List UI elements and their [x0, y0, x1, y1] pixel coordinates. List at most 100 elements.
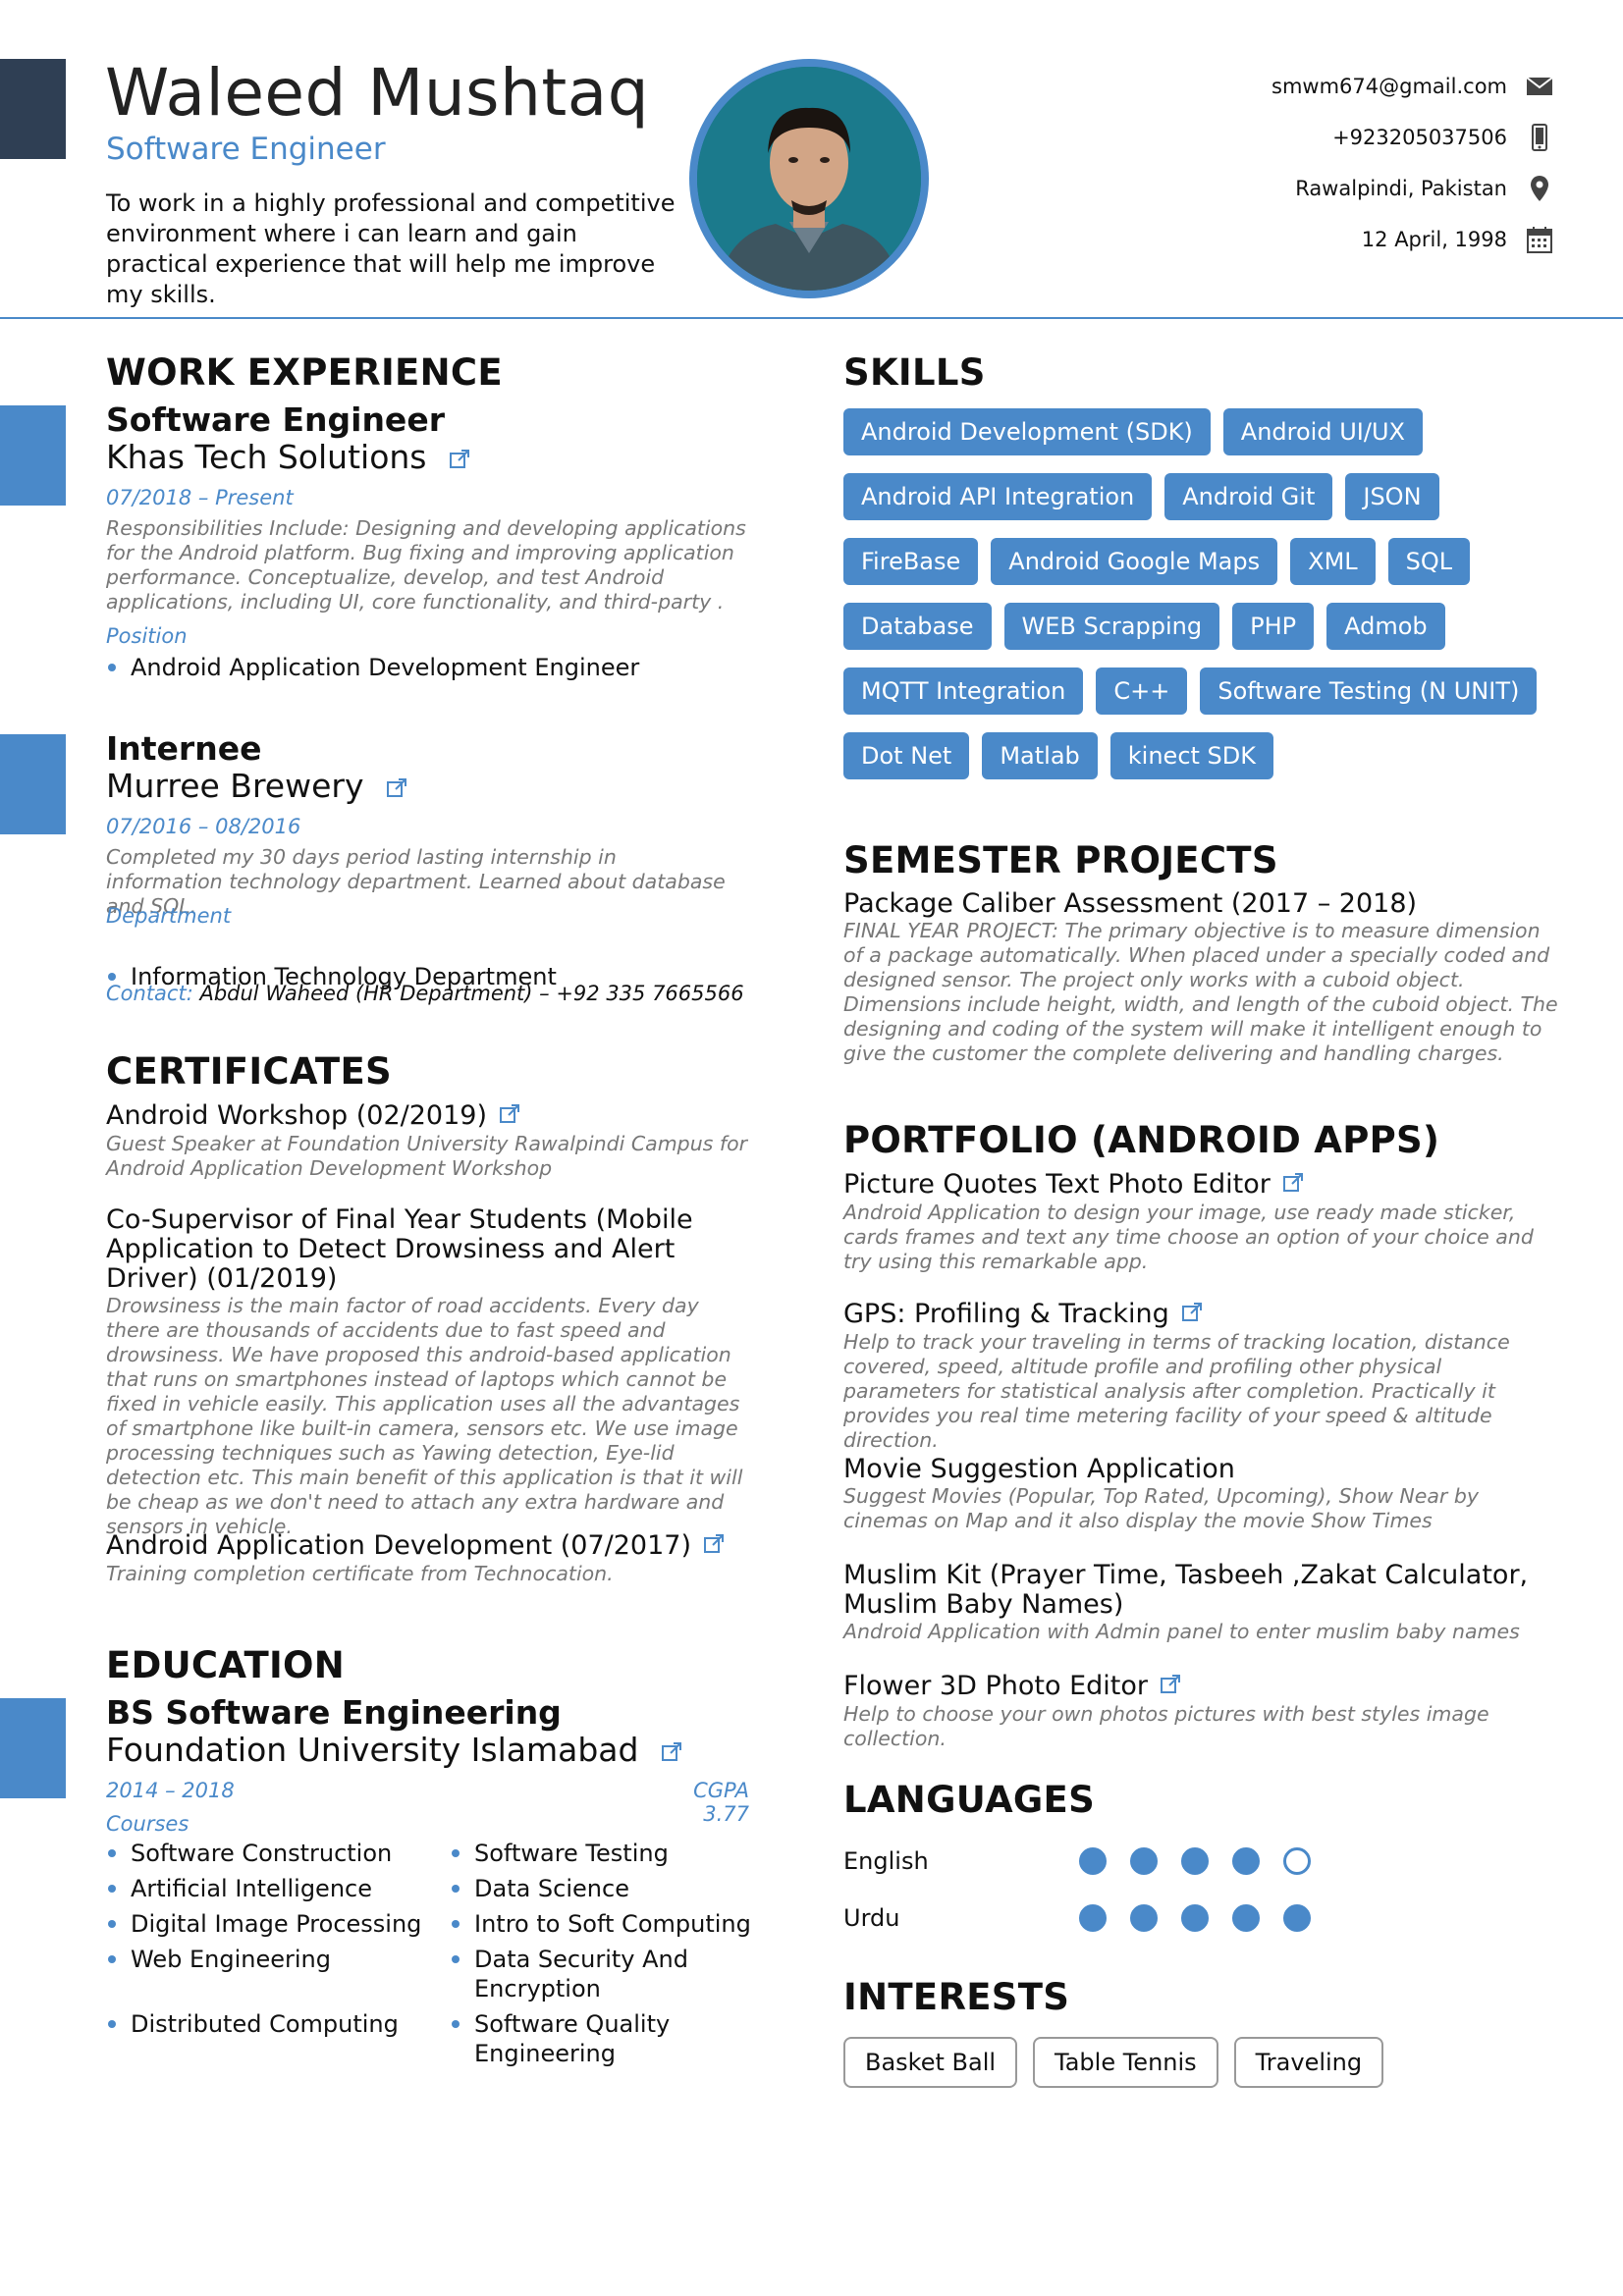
portfolio-title[interactable]: Flower 3D Photo Editor — [843, 1671, 1148, 1701]
candidate-role: Software Engineer — [106, 132, 386, 167]
phone-icon — [1525, 124, 1554, 151]
rating-dot-filled — [1079, 1847, 1107, 1875]
job-position: Software Engineer — [106, 400, 445, 439]
interests-list: Basket Ball Table Tennis Traveling — [843, 2037, 1399, 2088]
course-item: Software Quality Engineering — [450, 2009, 754, 2068]
portfolio-item: Movie Suggestion Application Suggest Mov… — [843, 1455, 1560, 1533]
location-pin-icon — [1525, 175, 1554, 202]
course-item: Distributed Computing — [106, 2009, 440, 2039]
company-name[interactable]: Khas Tech Solutions — [106, 438, 427, 476]
job-company[interactable]: Khas Tech Solutions — [106, 438, 470, 478]
course-item: Artificial Intelligence — [106, 1874, 440, 1903]
certificates-heading: CERTIFICATES — [106, 1050, 392, 1093]
job-dates: 07/2016 – 08/2016 — [106, 815, 301, 838]
courses-label: Courses — [106, 1812, 189, 1836]
school-name[interactable]: Foundation University Islamabad — [106, 1731, 639, 1769]
certificate-description: Training completion certificate from Tec… — [106, 1561, 614, 1585]
project-title: Package Caliber Assessment (2017 – 2018) — [843, 888, 1418, 919]
external-link-icon[interactable] — [499, 1102, 520, 1132]
external-link-icon[interactable] — [661, 1733, 682, 1771]
course-item: Digital Image Processing — [106, 1909, 440, 1939]
courses-right: Software Testing Data Science Intro to S… — [450, 1839, 754, 2068]
header-divider — [0, 317, 1623, 319]
skill-tag: kinect SDK — [1109, 732, 1274, 779]
degree-title: BS Software Engineering — [106, 1693, 562, 1732]
email-text[interactable]: smwm674@gmail.com — [1271, 75, 1507, 98]
skill-tag: Android Development (SDK) — [843, 408, 1211, 455]
header-accent-bar — [0, 59, 66, 159]
department-label: Department — [106, 904, 232, 928]
interests-heading: INTERESTS — [843, 1976, 1070, 2018]
interest-tag: Basket Ball — [843, 2037, 1018, 2088]
rating-dot-empty — [1283, 1847, 1311, 1875]
phone-text[interactable]: +923205037506 — [1332, 126, 1507, 149]
contact-list: smwm674@gmail.com +923205037506 Rawalpin… — [1162, 61, 1554, 265]
course-item: Web Engineering — [106, 1945, 440, 1974]
language-name: Urdu — [843, 1904, 900, 1932]
contact-phone[interactable]: +923205037506 — [1162, 112, 1554, 163]
contact-location: Rawalpindi, Pakistan — [1162, 163, 1554, 214]
certificate-description: Drowsiness is the main factor of road ac… — [106, 1294, 743, 1538]
contact-value: Abdul Waheed (HR Department) – +92 335 7… — [199, 982, 744, 1005]
interest-tag: Traveling — [1233, 2037, 1384, 2088]
work-experience-heading: WORK EXPERIENCE — [106, 351, 503, 394]
company-name[interactable]: Murree Brewery — [106, 767, 364, 805]
skill-tag: WEB Scrapping — [1003, 603, 1220, 650]
portfolio-description: Suggest Movies (Popular, Top Rated, Upco… — [843, 1484, 1480, 1532]
summary-text: To work in a highly professional and com… — [106, 189, 676, 308]
skills-heading: SKILLS — [843, 351, 986, 394]
portfolio-item: Muslim Kit (Prayer Time, Tasbeeh ,Zakat … — [843, 1561, 1560, 1644]
certificate-title[interactable]: Android Application Development (07/2017… — [106, 1530, 691, 1561]
job-company[interactable]: Murree Brewery — [106, 767, 407, 807]
rating-dot-filled — [1181, 1847, 1209, 1875]
skill-tag: JSON — [1345, 473, 1439, 520]
rating-dot-filled — [1130, 1847, 1158, 1875]
calendar-icon — [1525, 226, 1554, 253]
external-link-icon[interactable] — [1282, 1171, 1304, 1201]
skill-tag: Android Google Maps — [991, 538, 1278, 585]
portfolio-title[interactable]: Picture Quotes Text Photo Editor — [843, 1169, 1271, 1200]
external-link-icon[interactable] — [703, 1532, 725, 1562]
skill-tag: Android API Integration — [843, 473, 1153, 520]
job-description: Responsibilities Include: Designing and … — [106, 516, 746, 614]
certificate-title: Co-Supervisor of Final Year Students (Mo… — [106, 1204, 693, 1294]
skill-tag: Matlab — [982, 732, 1098, 779]
language-row: English — [843, 1847, 1334, 1875]
skill-tag: SQL — [1387, 538, 1471, 585]
certificate-title[interactable]: Android Workshop (02/2019) — [106, 1100, 487, 1131]
portfolio-description: Help to choose your own photos pictures … — [843, 1701, 1489, 1750]
skill-tag: XML — [1290, 538, 1376, 585]
rating-dot-filled — [1232, 1904, 1260, 1932]
position-label: Position — [106, 624, 188, 648]
job-dates: 07/2018 – Present — [106, 486, 294, 509]
contact-email[interactable]: smwm674@gmail.com — [1162, 61, 1554, 112]
skill-tag: C++ — [1096, 667, 1188, 715]
rating-dot-filled — [1079, 1904, 1107, 1932]
skill-tag: Database — [843, 603, 992, 650]
course-item: Intro to Soft Computing — [450, 1909, 754, 1939]
external-link-icon[interactable] — [386, 769, 407, 807]
education-marker — [0, 1698, 66, 1798]
external-link-icon[interactable] — [1181, 1301, 1203, 1330]
language-rating — [1079, 1904, 1334, 1932]
skill-tag: MQTT Integration — [843, 667, 1084, 715]
portfolio-description: Android Application with Admin panel to … — [843, 1620, 1520, 1643]
external-link-icon[interactable] — [1160, 1673, 1181, 1702]
education-heading: EDUCATION — [106, 1644, 346, 1686]
semester-projects-heading: SEMESTER PROJECTS — [843, 839, 1278, 881]
portfolio-item: Picture Quotes Text Photo Editor Android… — [843, 1170, 1560, 1274]
course-item: Data Science — [450, 1874, 754, 1903]
language-name: English — [843, 1847, 929, 1875]
external-link-icon[interactable] — [449, 440, 470, 478]
project-description: FINAL YEAR PROJECT: The primary objectiv… — [843, 919, 1558, 1065]
skill-tag: PHP — [1232, 603, 1315, 650]
portfolio-title[interactable]: GPS: Profiling & Tracking — [843, 1299, 1169, 1329]
department-item: Information Technology Department — [106, 962, 1623, 991]
skill-tag: Admob — [1326, 603, 1445, 650]
job-marker — [0, 734, 66, 834]
project-item: Package Caliber Assessment (2017 – 2018)… — [843, 889, 1560, 1066]
contact-reference: Contact: Abdul Waheed (HR Department) – … — [106, 982, 744, 1005]
school[interactable]: Foundation University Islamabad — [106, 1731, 682, 1771]
course-item: Software Construction — [106, 1839, 440, 1868]
cgpa: CGPA 3.77 — [693, 1779, 749, 1826]
